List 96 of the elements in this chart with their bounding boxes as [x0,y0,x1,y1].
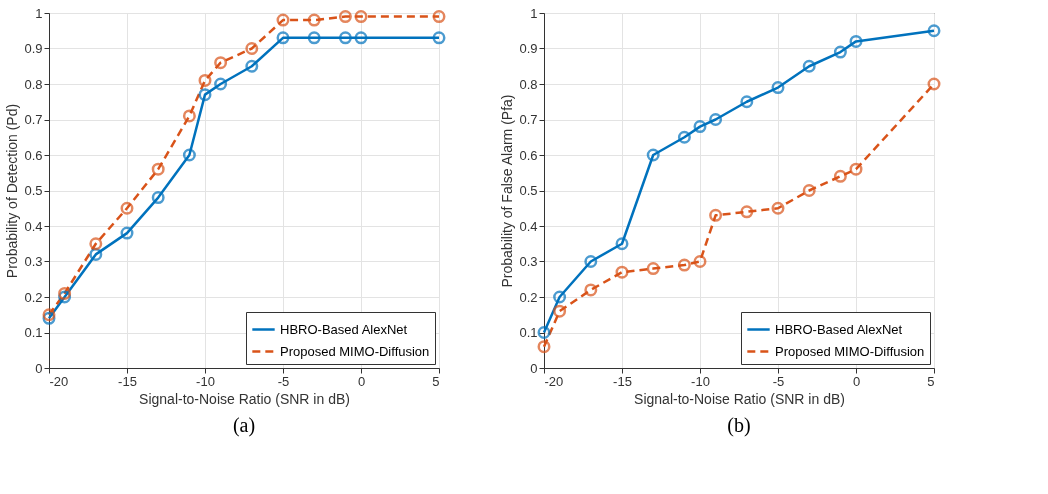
y-axis-title: Probability of Detection (Pd) [4,103,21,279]
point [182,109,196,123]
y-tick-label: 0.6 [24,147,43,163]
x-tick-label: -15 [613,373,632,389]
y-tick-label: 0.8 [519,76,538,92]
point [245,59,259,73]
point [58,286,72,300]
point [553,290,567,304]
point [151,191,165,205]
point [307,31,321,45]
y-tick-label: 0.5 [519,183,538,198]
y-tick-label: 0.7 [24,112,43,127]
x-tick-label: -20 [49,373,69,389]
point [89,237,103,251]
point [677,130,691,144]
point [849,162,863,176]
legend-label: Proposed MIMO-Diffusion [280,343,430,359]
point [709,208,723,222]
point [432,31,446,45]
point [740,95,754,109]
point [214,56,228,70]
y-tick-label: 0 [530,360,538,376]
legend-label: Proposed MIMO-Diffusion [775,343,925,359]
y-tick-label: 1 [530,5,538,21]
point [214,77,228,91]
point [615,265,629,279]
y-tick-label: 0.7 [519,112,538,127]
legend-label: HBRO-Based AlexNet [775,321,903,337]
y-tick-label: 0.6 [519,147,538,163]
point [693,255,707,268]
point [849,34,863,48]
point [927,24,941,38]
x-tick-label: -5 [277,373,290,389]
point [120,201,134,215]
x-tick-label: 5 [927,373,935,389]
point [198,73,212,87]
y-tick-label: 0.2 [24,289,43,305]
text: (a) [232,414,256,437]
point [182,148,196,162]
x-tick-label: 0 [357,373,366,389]
point [338,10,352,24]
point [120,226,134,240]
y-tick-label: 0.4 [24,218,43,234]
y-tick-label: 0.4 [519,218,538,234]
point [740,205,754,219]
y-tick-label: 0.5 [24,183,43,198]
point [709,113,723,126]
point [646,148,660,162]
point [646,262,660,276]
text: (b) [727,414,751,437]
point [802,59,816,73]
x-tick-label: -15 [118,373,137,389]
x-tick-label: -20 [544,373,564,389]
y-axis-title: Probability of False Alarm (Pfa) [499,94,516,288]
point [151,162,165,176]
point [553,304,567,318]
point [198,88,212,102]
x-axis-title: Signal-to-Noise Ratio (SNR in dB) [139,390,350,407]
y-tick-label: 0.2 [519,289,538,305]
point [771,201,785,215]
point [833,45,847,59]
point [354,10,368,24]
point [584,283,598,297]
point [833,169,847,183]
point [354,31,368,45]
y-tick-label: 0.1 [519,325,538,340]
point [802,184,816,197]
y-tick-label: 0.8 [24,76,43,92]
point [927,77,941,91]
point [245,42,259,55]
point [432,10,446,24]
point [276,31,290,45]
y-tick-label: 0.3 [24,254,43,269]
point [276,13,290,27]
legend-label: HBRO-Based AlexNet [280,321,408,337]
point [537,340,551,354]
point [307,13,321,27]
x-tick-label: -10 [691,373,710,389]
y-tick-label: 0.9 [519,41,538,56]
point [615,237,629,251]
y-tick-label: 0 [35,360,43,376]
x-tick-label: 0 [852,373,861,389]
point [584,255,598,268]
point [771,81,785,95]
point [677,258,691,272]
point [338,31,352,45]
y-tick-label: 0.9 [24,41,43,56]
y-tick-label: 0.3 [519,254,538,269]
y-tick-label: 0.1 [24,325,43,340]
x-tick-label: -5 [772,373,785,389]
x-axis-title: Signal-to-Noise Ratio (SNR in dB) [634,390,845,407]
x-tick-label: 5 [432,373,440,389]
y-tick-label: 1 [35,5,43,21]
x-tick-label: -10 [196,373,215,389]
point [693,120,707,134]
point [537,326,551,339]
